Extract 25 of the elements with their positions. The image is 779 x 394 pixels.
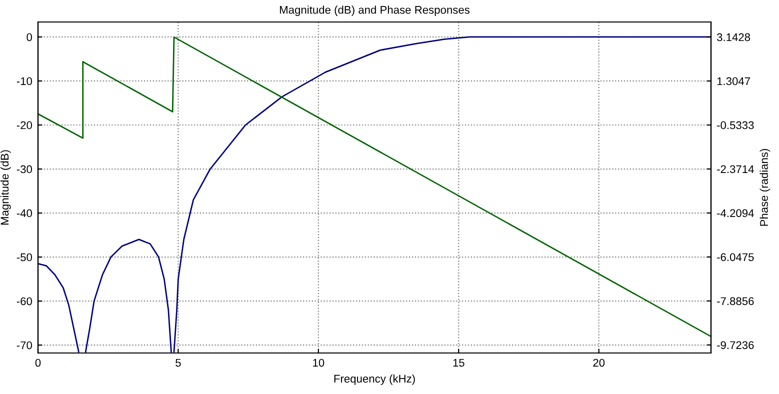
y-axis-title: Magnitude (dB) [0,150,11,225]
chart-title: Magnitude (dB) and Phase Responses [280,6,470,16]
x-tick-label: 10 [313,358,324,367]
y-tick-label: -50 [16,253,32,262]
x-axis-title: Frequency (kHz) [334,374,415,385]
y2-tick-label: -2.3714 [717,165,754,174]
y2-tick-label: -4.2094 [717,209,754,218]
y-tick-label: -40 [16,209,32,218]
y2-tick-label: -0.5333 [717,121,754,130]
y-tick-label: 0 [26,33,32,42]
y2-tick-label: -9.7236 [717,341,754,350]
y2-tick-label: 3.1428 [716,33,750,42]
y-tick-label: -70 [16,341,32,350]
y2-tick-label: 1.3047 [717,77,750,86]
x-tick-label: 20 [593,358,605,367]
y-tick-label: -60 [16,297,32,306]
x-tick-label: 5 [176,358,181,367]
y2-tick-label: -7.8856 [717,297,754,306]
y2-tick-label: -6.0475 [717,253,754,262]
x-tick-label: 15 [453,358,464,367]
y-tick-label: -10 [16,77,32,86]
y-tick-label: -20 [16,121,32,130]
y-tick-label: -30 [16,165,32,174]
x-tick-label: 0 [35,358,41,367]
y2-axis-title: Phase (radians) [760,148,770,226]
